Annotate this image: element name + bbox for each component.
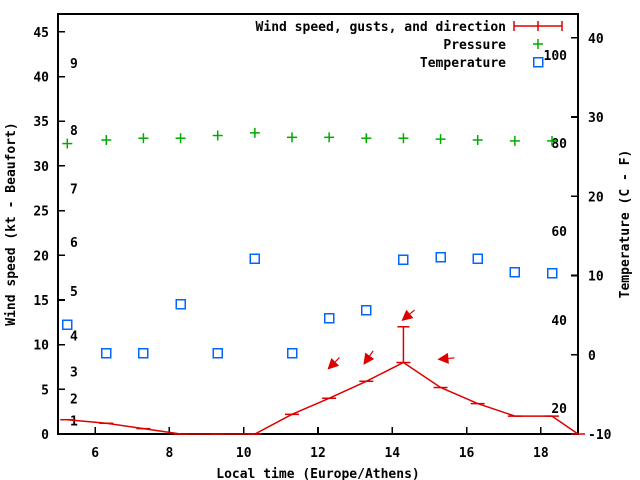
plot-frame bbox=[57, 13, 579, 435]
temperature-marker bbox=[509, 267, 521, 278]
wind-direction-arrow bbox=[363, 352, 375, 365]
y-axis-left-tick-label: 25 bbox=[33, 205, 49, 220]
temperature-marker bbox=[435, 252, 446, 263]
temperature-marker bbox=[138, 347, 149, 359]
wind-direction-arrow bbox=[401, 309, 414, 322]
fahrenheit-scale-label: 40 bbox=[551, 314, 567, 329]
temperature-marker bbox=[361, 305, 372, 316]
y-axis-right-tick-label: 30 bbox=[588, 111, 604, 126]
legend-label: Temperature bbox=[420, 56, 506, 71]
x-axis-tick-label: 6 bbox=[91, 446, 99, 461]
y-axis-right-tick-label: 10 bbox=[588, 270, 604, 285]
fahrenheit-scale-label: 80 bbox=[551, 137, 567, 152]
temperature-marker bbox=[472, 253, 483, 265]
wind-direction-arrow-tail bbox=[334, 357, 340, 363]
y-axis-left-tick-label: 0 bbox=[41, 428, 49, 443]
wind-direction-arrow bbox=[327, 357, 340, 370]
temperature-marker bbox=[286, 347, 298, 359]
y-axis-right-tick-label: 20 bbox=[588, 190, 604, 205]
beaufort-scale-label: 1 bbox=[70, 415, 78, 430]
wind-direction-arrow-tail bbox=[448, 357, 455, 360]
x-axis-tick-label: 18 bbox=[533, 446, 549, 461]
temperature-marker bbox=[62, 319, 73, 330]
y-axis-left-tick-label: 30 bbox=[33, 160, 49, 175]
y-axis-left-tick-label: 35 bbox=[33, 115, 49, 130]
x-axis-tick-label: 8 bbox=[166, 446, 174, 461]
wind-direction-arrow-tail bbox=[369, 350, 374, 357]
y-axis-left-title: Wind speed (kt - Beaufort) bbox=[4, 122, 19, 326]
fahrenheit-scale-label: 60 bbox=[551, 225, 567, 240]
beaufort-scale-label: 3 bbox=[70, 365, 78, 380]
y-axis-right-tick-label: 40 bbox=[588, 32, 604, 47]
x-axis-title: Local time (Europe/Athens) bbox=[216, 467, 420, 480]
beaufort-scale-label: 7 bbox=[70, 182, 78, 197]
legend-label: Wind speed, gusts, and direction bbox=[256, 20, 506, 35]
beaufort-scale-label: 4 bbox=[70, 330, 78, 345]
temperature-marker bbox=[212, 347, 223, 359]
y-axis-left-tick-label: 40 bbox=[33, 71, 49, 86]
legend-swatch-temperature bbox=[532, 56, 544, 68]
y-axis-right-title: Temperature (C - F) bbox=[618, 150, 633, 299]
temperature-marker bbox=[546, 267, 558, 279]
fahrenheit-scale-label: 20 bbox=[551, 402, 567, 417]
legend-label: Pressure bbox=[443, 38, 506, 53]
y-axis-right-tick-label: -10 bbox=[588, 428, 612, 443]
y-axis-left-tick-label: 45 bbox=[33, 26, 49, 41]
y-axis-left-tick-label: 5 bbox=[41, 383, 49, 398]
wind-direction-arrow bbox=[437, 352, 449, 364]
x-axis-tick-label: 14 bbox=[384, 446, 400, 461]
y-axis-right-tick-label: 0 bbox=[588, 349, 596, 364]
wind-direction-arrow-tail bbox=[409, 309, 415, 315]
beaufort-scale-label: 9 bbox=[70, 57, 78, 72]
temperature-marker bbox=[101, 347, 112, 359]
temperature-marker bbox=[398, 254, 409, 265]
x-axis-tick-label: 12 bbox=[310, 446, 326, 461]
beaufort-scale-label: 2 bbox=[70, 392, 78, 407]
temperature-marker bbox=[323, 313, 335, 324]
temperature-marker bbox=[249, 253, 261, 265]
fahrenheit-scale-label: 100 bbox=[544, 49, 568, 64]
beaufort-scale-label: 8 bbox=[70, 124, 78, 139]
y-axis-left-tick-label: 15 bbox=[33, 294, 49, 309]
y-axis-left-tick-label: 20 bbox=[33, 249, 49, 264]
x-axis-tick-label: 10 bbox=[236, 446, 252, 461]
y-axis-left-tick-label: 10 bbox=[33, 339, 49, 354]
temperature-marker bbox=[175, 298, 186, 310]
beaufort-scale-label: 6 bbox=[70, 236, 78, 251]
beaufort-scale-label: 5 bbox=[70, 285, 78, 300]
x-axis-tick-label: 16 bbox=[459, 446, 475, 461]
